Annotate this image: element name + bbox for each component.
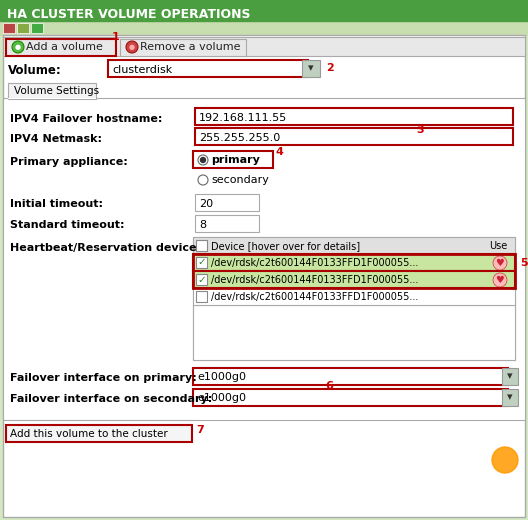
Circle shape: [198, 155, 208, 165]
Text: ✓: ✓: [197, 275, 206, 284]
Circle shape: [198, 175, 208, 185]
Bar: [195, 215, 259, 232]
Bar: [196, 291, 207, 302]
Bar: [8, 98, 96, 99]
Bar: [193, 237, 515, 254]
Bar: [3, 37, 525, 56]
Text: Heartbeat/Reservation devices:: Heartbeat/Reservation devices:: [10, 243, 208, 253]
Bar: [502, 389, 518, 406]
Bar: [195, 128, 513, 145]
Bar: [108, 60, 308, 77]
Text: ♥: ♥: [496, 275, 504, 285]
Text: Failover interface on secondary:: Failover interface on secondary:: [10, 394, 212, 404]
Bar: [3, 23, 15, 33]
Text: clusterdisk: clusterdisk: [112, 65, 172, 75]
Text: /dev/rdsk/c2t600144F0133FFD1F000055...: /dev/rdsk/c2t600144F0133FFD1F000055...: [211, 258, 418, 268]
Text: Failover interface on primary:: Failover interface on primary:: [10, 373, 197, 383]
Bar: [195, 108, 513, 125]
Text: 5: 5: [520, 258, 527, 268]
Text: Remove a volume: Remove a volume: [140, 42, 240, 52]
Bar: [193, 254, 515, 288]
Text: primary: primary: [211, 155, 260, 165]
Text: 8: 8: [199, 220, 206, 230]
Text: /dev/rdsk/c2t600144F0133FFD1F000055...: /dev/rdsk/c2t600144F0133FFD1F000055...: [211, 292, 418, 302]
Bar: [8, 83, 96, 99]
Text: Add a volume: Add a volume: [26, 42, 103, 52]
Text: HA CLUSTER VOLUME OPERATIONS: HA CLUSTER VOLUME OPERATIONS: [7, 7, 250, 20]
Text: ♥: ♥: [496, 258, 504, 268]
Bar: [0, 0, 528, 21]
Bar: [193, 271, 515, 288]
Circle shape: [492, 447, 518, 473]
Text: ▾: ▾: [308, 63, 314, 73]
Text: 192.168.111.55: 192.168.111.55: [199, 113, 287, 123]
Text: Standard timeout:: Standard timeout:: [10, 220, 125, 230]
Text: Volume Settings: Volume Settings: [14, 86, 99, 96]
Text: 6: 6: [325, 381, 333, 391]
Bar: [502, 368, 518, 385]
Bar: [6, 425, 192, 442]
Text: /dev/rdsk/c2t600144F0133FFD1F000055...: /dev/rdsk/c2t600144F0133FFD1F000055...: [211, 275, 418, 285]
Text: IPV4 Netmask:: IPV4 Netmask:: [10, 134, 102, 144]
Text: 1: 1: [112, 32, 120, 42]
Text: 3: 3: [416, 125, 423, 135]
Text: e1000g0: e1000g0: [197, 393, 246, 403]
Bar: [196, 274, 207, 285]
Text: 4: 4: [276, 147, 284, 157]
Circle shape: [493, 273, 507, 287]
Text: Primary appliance:: Primary appliance:: [10, 157, 128, 167]
Text: Add this volume to the cluster: Add this volume to the cluster: [10, 429, 168, 439]
Text: IPV4 Failover hostname:: IPV4 Failover hostname:: [10, 114, 163, 124]
Circle shape: [126, 41, 138, 53]
Text: ●: ●: [129, 44, 135, 50]
Text: e1000g0: e1000g0: [197, 372, 246, 382]
Text: Initial timeout:: Initial timeout:: [10, 199, 103, 209]
Bar: [3, 98, 525, 420]
Bar: [193, 368, 508, 385]
Text: 2: 2: [326, 63, 334, 73]
Text: Use: Use: [489, 241, 507, 251]
Bar: [120, 39, 246, 56]
Circle shape: [493, 256, 507, 270]
Bar: [6, 39, 116, 56]
Bar: [0, 21, 528, 35]
Text: ✓: ✓: [197, 257, 206, 267]
Circle shape: [201, 158, 205, 162]
Bar: [31, 23, 43, 33]
Bar: [193, 254, 515, 271]
Text: ●: ●: [15, 44, 21, 50]
Bar: [193, 389, 508, 406]
Text: ▾: ▾: [507, 371, 513, 382]
Text: 7: 7: [196, 425, 204, 435]
Bar: [193, 288, 515, 305]
Bar: [196, 240, 207, 251]
Text: 20: 20: [199, 199, 213, 209]
Bar: [195, 194, 259, 211]
Bar: [193, 305, 515, 360]
Bar: [193, 151, 273, 168]
Text: ▾: ▾: [507, 393, 513, 402]
Bar: [196, 257, 207, 268]
Text: 255.255.255.0: 255.255.255.0: [199, 133, 280, 143]
Bar: [193, 237, 515, 360]
Text: secondary: secondary: [211, 175, 269, 185]
Circle shape: [12, 41, 24, 53]
Bar: [17, 23, 29, 33]
Bar: [302, 60, 320, 77]
Text: Device [hover over for details]: Device [hover over for details]: [211, 241, 360, 251]
Text: Volume:: Volume:: [8, 64, 62, 77]
